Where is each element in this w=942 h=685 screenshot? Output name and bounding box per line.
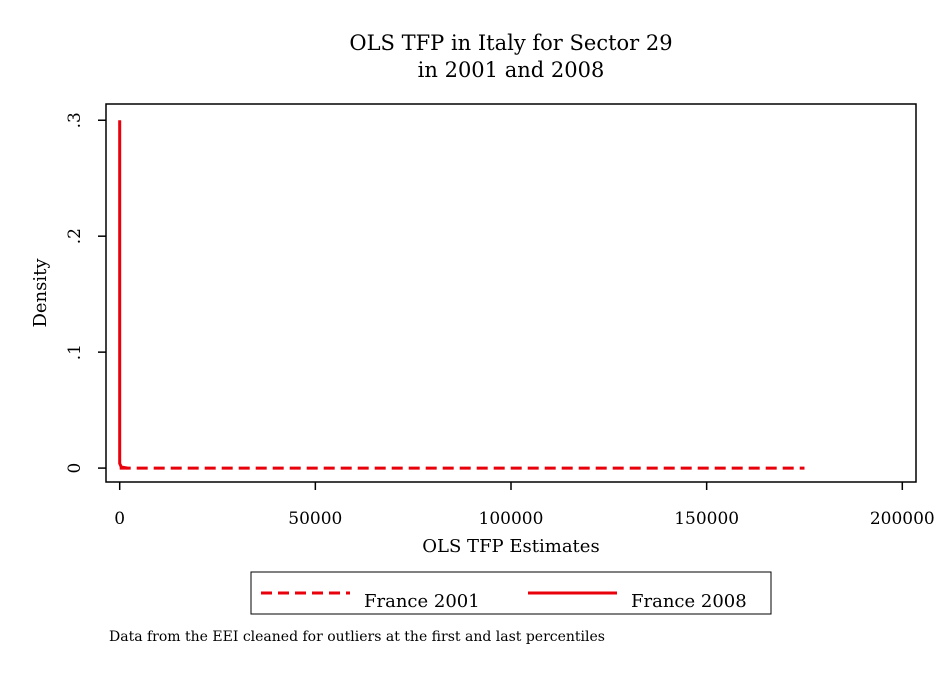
chart-note: Data from the EEI cleaned for outliers a…	[109, 629, 605, 645]
chart-title-line-1: OLS TFP in Italy for Sector 29	[349, 31, 672, 55]
y-axis-ticks: 0 .1 .2 .3	[65, 112, 106, 473]
x-tick-label: 0	[114, 509, 125, 529]
y-tick-label: .2	[65, 228, 85, 244]
x-tick-label: 150000	[674, 509, 739, 529]
plot-frame	[105, 103, 917, 483]
legend-label-france-2008: France 2008	[631, 591, 747, 612]
y-axis-title: Density	[30, 258, 51, 328]
y-tick-label: 0	[65, 463, 85, 474]
chart-title-line-2: in 2001 and 2008	[418, 58, 605, 82]
series-layer	[118, 120, 805, 470]
y-tick-label: .3	[65, 112, 85, 128]
x-axis-title: OLS TFP Estimates	[422, 536, 599, 557]
x-axis-ticks: 0 50000 100000 150000 200000	[114, 482, 935, 529]
legend-label-france-2001: France 2001	[364, 591, 480, 612]
x-tick-label: 200000	[870, 509, 935, 529]
series-line-france-2008	[118, 120, 128, 470]
x-tick-label: 50000	[288, 509, 342, 529]
y-tick-label: .1	[65, 344, 85, 360]
legend: France 2001 France 2008	[250, 571, 772, 615]
x-tick-label: 100000	[479, 509, 544, 529]
